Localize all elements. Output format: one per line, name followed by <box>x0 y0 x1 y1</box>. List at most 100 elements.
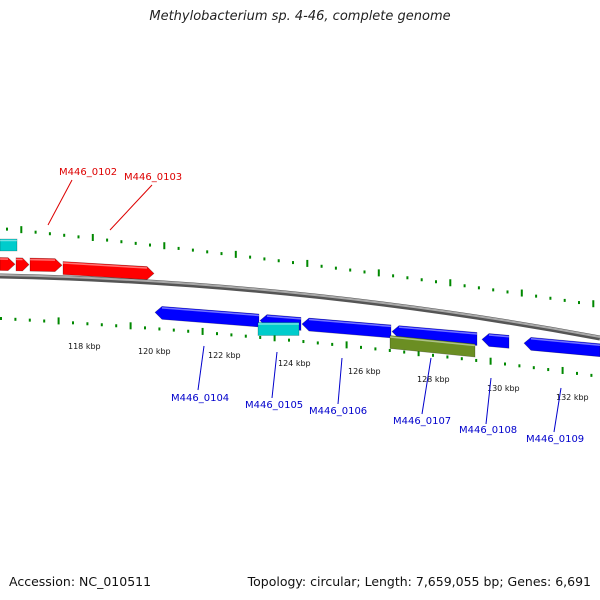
accession-label: Accession: NC_010511 <box>9 574 152 589</box>
gene-label: M446_0109 <box>526 434 584 445</box>
gene-arrow <box>301 317 392 339</box>
gene-arrow-highlight <box>308 318 392 328</box>
map-title: Methylobacterium sp. 4-46, complete geno… <box>149 9 451 24</box>
minor-tick <box>320 264 323 268</box>
kbp-label: 132 kbp <box>556 393 589 402</box>
outer-tick-track <box>6 226 595 308</box>
gene-arrow-highlight <box>488 334 510 338</box>
minor-tick <box>535 294 538 298</box>
minor-tick <box>120 240 123 244</box>
minor-tick <box>149 243 151 247</box>
gene-label: M446_0106 <box>309 406 367 417</box>
minor-tick <box>590 373 593 377</box>
major-tick <box>129 322 132 330</box>
gene-arrow <box>481 333 510 349</box>
minor-tick <box>331 342 334 346</box>
gene-label: M446_0102 <box>59 167 117 178</box>
minor-tick <box>100 323 103 327</box>
kbp-label: 130 kbp <box>487 384 520 393</box>
minor-tick <box>288 338 290 342</box>
genome-backbone <box>0 273 600 341</box>
minor-tick <box>518 364 521 368</box>
minor-tick <box>0 317 2 320</box>
minor-tick <box>292 261 294 265</box>
major-tick <box>561 366 564 374</box>
minor-tick <box>77 235 80 239</box>
minor-tick <box>388 348 391 352</box>
minor-tick <box>532 366 535 370</box>
minor-tick <box>506 290 509 294</box>
major-tick <box>449 279 452 287</box>
kbp-label: 124 kbp <box>278 359 311 368</box>
gene-arrow <box>29 257 63 272</box>
minor-tick <box>86 322 89 326</box>
minor-tick <box>446 355 449 359</box>
major-tick <box>273 334 276 342</box>
rna-feature <box>257 322 300 336</box>
minor-tick <box>302 340 305 344</box>
gene-labels: M446_0102 M446_0103 M446_0104 M446_0105 M446… <box>47 167 584 445</box>
minor-tick <box>403 350 406 354</box>
minor-tick <box>504 362 506 366</box>
genome-backbone-highlight <box>0 274 600 338</box>
minor-tick <box>115 324 118 328</box>
kbp-label: 118 kbp <box>68 342 101 351</box>
major-tick <box>91 233 94 241</box>
minor-tick <box>406 276 409 280</box>
minor-tick <box>134 241 137 245</box>
other-feature <box>389 335 476 358</box>
minor-tick <box>34 230 37 234</box>
gene-label: M446_0108 <box>459 425 517 436</box>
minor-tick <box>460 357 463 361</box>
minor-tick <box>492 288 495 292</box>
gene-arrow-highlight <box>530 338 600 346</box>
minor-tick <box>28 318 31 322</box>
gene-label-leader <box>421 357 432 415</box>
gene-label: M446_0104 <box>171 393 229 404</box>
major-tick <box>20 226 23 234</box>
major-tick <box>417 349 420 357</box>
minor-tick <box>277 259 280 263</box>
gene-arrow <box>154 306 260 328</box>
minor-tick <box>191 248 194 252</box>
gene-arrow <box>62 261 155 280</box>
minor-tick <box>374 347 377 351</box>
other-feature-highlight <box>389 336 476 347</box>
minor-tick <box>220 252 223 256</box>
minor-tick <box>334 266 337 270</box>
minor-tick <box>206 250 209 254</box>
minor-tick <box>420 278 423 282</box>
gene-label-leader <box>337 357 343 405</box>
minor-tick <box>547 368 550 372</box>
minor-tick <box>106 238 109 242</box>
major-tick <box>201 327 204 335</box>
minor-tick <box>316 341 319 345</box>
minor-tick <box>392 274 395 278</box>
minor-tick <box>463 284 466 288</box>
minor-tick <box>172 328 175 332</box>
minor-tick <box>249 255 252 259</box>
gene-label-leader <box>47 179 73 226</box>
gene-arrow <box>0 257 16 271</box>
major-tick <box>377 269 380 277</box>
minor-tick <box>576 371 578 375</box>
minor-tick <box>432 353 434 357</box>
gene-label-leader <box>271 351 278 399</box>
minor-tick <box>263 257 266 261</box>
minor-tick <box>435 280 437 284</box>
gene-arrow-highlight <box>266 315 302 320</box>
minor-tick <box>6 227 8 231</box>
gene-arrow <box>15 257 30 272</box>
gene-arrow-highlight <box>62 262 148 269</box>
kbp-label: 122 kbp <box>208 351 241 360</box>
major-tick <box>345 341 348 349</box>
minor-tick <box>578 301 580 305</box>
minor-tick <box>244 334 247 338</box>
minor-tick <box>158 327 161 331</box>
minor-tick <box>230 333 233 337</box>
summary-label: Topology: circular; Length: 7,659,055 bp… <box>247 574 591 589</box>
gene-arrow-highlight <box>161 307 260 317</box>
minor-tick <box>477 286 480 290</box>
major-tick <box>234 250 237 258</box>
